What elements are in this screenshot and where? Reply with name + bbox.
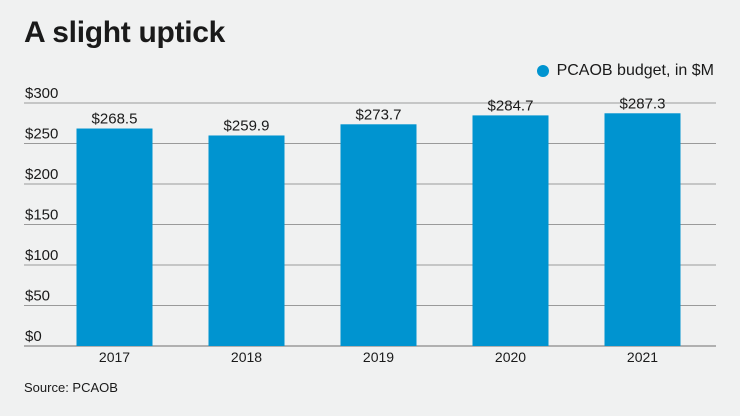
legend-label: PCAOB budget, in $M <box>556 62 714 79</box>
bar <box>208 135 285 346</box>
data-label: $259.9 <box>224 117 270 134</box>
y-tick-label: $0 <box>25 328 42 345</box>
chart-title: A slight uptick <box>24 16 226 49</box>
data-label: $268.5 <box>92 111 138 128</box>
data-label: $287.3 <box>620 95 666 112</box>
y-tick-label: $250 <box>25 126 58 143</box>
x-tick-label: 2020 <box>495 349 526 365</box>
data-label: $284.7 <box>488 97 534 114</box>
y-tick-label: $300 <box>25 85 58 102</box>
source-note: Source: PCAOB <box>24 380 118 395</box>
legend-swatch <box>536 65 549 77</box>
x-tick-label: 2017 <box>99 349 130 365</box>
x-tick-label: 2019 <box>363 349 394 365</box>
bar <box>472 115 549 346</box>
y-tick-label: $50 <box>25 288 50 305</box>
y-tick-label: $150 <box>25 207 58 224</box>
x-tick-label: 2018 <box>231 349 262 365</box>
x-tick-label: 2021 <box>627 349 658 365</box>
y-tick-label: $100 <box>25 247 58 264</box>
bar <box>340 124 417 346</box>
y-tick-label: $200 <box>25 166 58 183</box>
legend: PCAOB budget, in $M <box>536 62 714 80</box>
bar <box>76 128 153 346</box>
bar <box>604 113 681 346</box>
data-label: $273.7 <box>356 106 402 123</box>
